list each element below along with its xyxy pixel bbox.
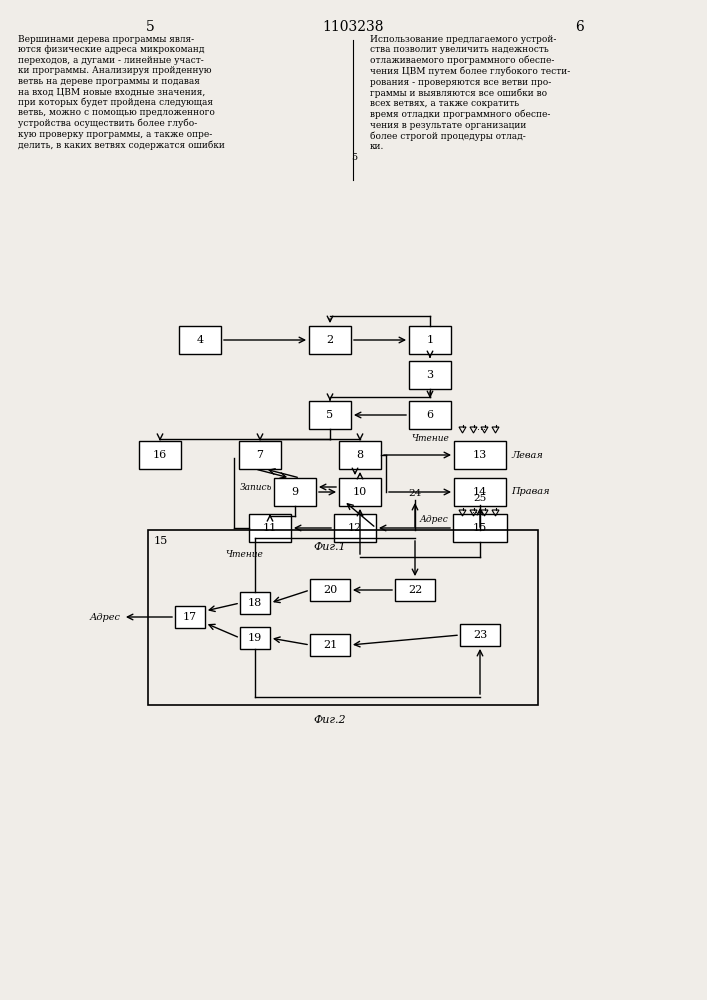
FancyBboxPatch shape <box>460 624 500 646</box>
Text: Запись: Запись <box>240 483 272 491</box>
Text: 7: 7 <box>257 450 264 460</box>
FancyBboxPatch shape <box>454 478 506 506</box>
FancyBboxPatch shape <box>239 441 281 469</box>
Text: 3: 3 <box>426 370 433 380</box>
Text: 18: 18 <box>248 598 262 608</box>
FancyBboxPatch shape <box>409 361 451 389</box>
FancyBboxPatch shape <box>310 634 350 656</box>
Text: Адрес: Адрес <box>419 516 448 524</box>
FancyBboxPatch shape <box>454 441 506 469</box>
Text: Вершинами дерева программы явля-
ются физические адреса микрокоманд
переходов, а: Вершинами дерева программы явля- ются фи… <box>18 35 225 150</box>
Text: 11: 11 <box>263 523 277 533</box>
Text: Чтение: Чтение <box>225 550 263 559</box>
FancyBboxPatch shape <box>175 606 205 628</box>
Text: 13: 13 <box>473 450 487 460</box>
Text: 23: 23 <box>473 630 487 640</box>
FancyBboxPatch shape <box>274 478 316 506</box>
Text: Правая: Правая <box>511 488 549 496</box>
Text: 6: 6 <box>575 20 585 34</box>
FancyBboxPatch shape <box>179 326 221 354</box>
Text: 17: 17 <box>183 612 197 622</box>
Text: 10: 10 <box>353 487 367 497</box>
Text: ...: ... <box>477 422 486 432</box>
Text: ...: ... <box>472 505 481 515</box>
Text: 20: 20 <box>323 585 337 595</box>
FancyBboxPatch shape <box>453 514 507 542</box>
FancyBboxPatch shape <box>334 514 376 542</box>
Text: 2: 2 <box>327 335 334 345</box>
Text: 14: 14 <box>473 487 487 497</box>
Text: 12: 12 <box>348 523 362 533</box>
FancyBboxPatch shape <box>309 326 351 354</box>
FancyBboxPatch shape <box>339 478 381 506</box>
Text: 9: 9 <box>291 487 298 497</box>
Text: 25: 25 <box>474 494 486 503</box>
Text: 5: 5 <box>327 410 334 420</box>
Text: Чтение: Чтение <box>411 434 449 443</box>
FancyBboxPatch shape <box>240 627 270 649</box>
FancyBboxPatch shape <box>309 401 351 429</box>
Text: 15: 15 <box>473 523 487 533</box>
FancyBboxPatch shape <box>240 592 270 614</box>
Text: 5: 5 <box>351 152 357 161</box>
FancyBboxPatch shape <box>310 579 350 601</box>
FancyBboxPatch shape <box>409 401 451 429</box>
Text: 1103238: 1103238 <box>323 20 384 34</box>
Text: 15: 15 <box>154 536 168 546</box>
Text: 5: 5 <box>146 20 154 34</box>
Text: 6: 6 <box>426 410 433 420</box>
Text: 1: 1 <box>426 335 433 345</box>
FancyBboxPatch shape <box>395 579 435 601</box>
Text: 24: 24 <box>409 489 421 498</box>
Text: Фиг.2: Фиг.2 <box>314 715 346 725</box>
Text: 4: 4 <box>197 335 204 345</box>
FancyBboxPatch shape <box>139 441 181 469</box>
Text: Адрес: Адрес <box>90 612 121 621</box>
Text: Фиг.1: Фиг.1 <box>314 542 346 552</box>
Text: 22: 22 <box>408 585 422 595</box>
FancyBboxPatch shape <box>409 326 451 354</box>
Text: Левая: Левая <box>511 450 543 460</box>
Text: 19: 19 <box>248 633 262 643</box>
Text: Использование предлагаемого устрой-
ства позволит увеличить надежность
отлаживае: Использование предлагаемого устрой- ства… <box>370 35 571 151</box>
FancyBboxPatch shape <box>339 441 381 469</box>
Text: 8: 8 <box>356 450 363 460</box>
Text: 21: 21 <box>323 640 337 650</box>
FancyBboxPatch shape <box>249 514 291 542</box>
Text: 16: 16 <box>153 450 167 460</box>
